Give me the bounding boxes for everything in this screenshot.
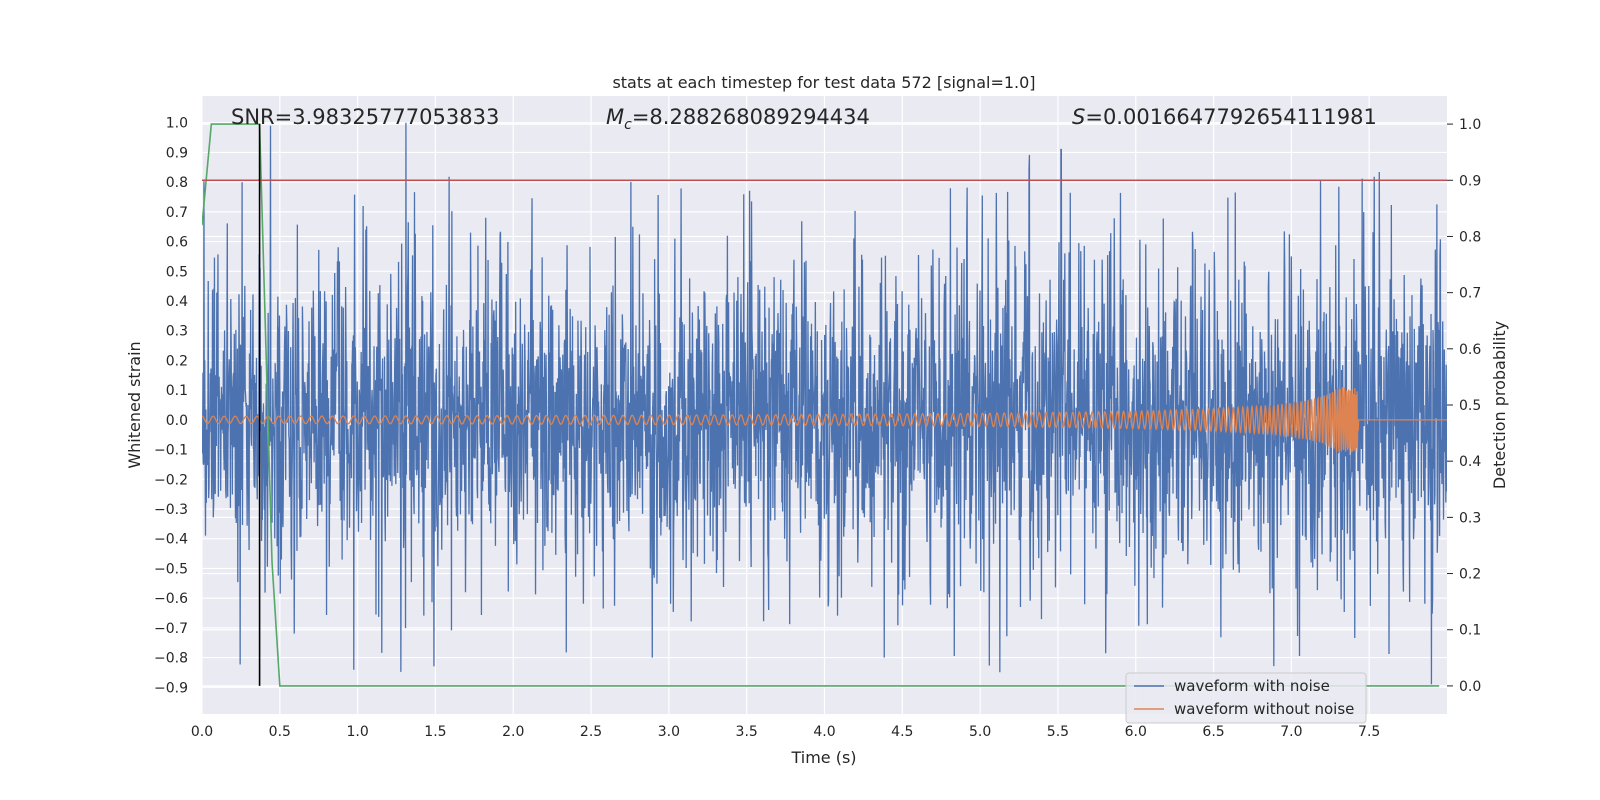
left-y-tick-label: 0.8 [166, 175, 188, 191]
x-tick-label: 2.5 [580, 724, 602, 740]
legend: waveform with noise waveform without noi… [1125, 672, 1367, 724]
x-tick-label: 1.5 [424, 724, 446, 740]
right-y-tick-label: 0.5 [1459, 398, 1481, 414]
left-y-tick-label: −0.9 [154, 680, 188, 696]
left-y-tick-label: 0.0 [166, 413, 188, 429]
x-tick-label: 4.0 [813, 724, 835, 740]
left-y-tick-label: 0.6 [166, 235, 188, 251]
s-value: =0.0016647792654111981 [1085, 105, 1377, 129]
x-tick-label: 7.0 [1280, 724, 1302, 740]
legend-label-clean: waveform without noise [1174, 700, 1354, 718]
right-y-tick-label: 1.0 [1459, 117, 1481, 133]
left-y-tick-label: 1.0 [166, 116, 188, 132]
legend-box [1125, 672, 1367, 724]
x-tick-label: 1.0 [346, 724, 368, 740]
x-tick-label: 5.0 [969, 724, 991, 740]
chirp-mass-subscript: c [624, 117, 632, 133]
left-y-tick-label: 0.7 [166, 205, 188, 221]
left-y-tick-label: 0.4 [166, 294, 188, 310]
left-y-axis-label: Whitened strain [125, 341, 144, 468]
left-y-tick-label: 0.5 [166, 264, 188, 280]
left-y-tick-label: 0.2 [166, 353, 188, 369]
left-y-tick-label: 0.3 [166, 324, 188, 340]
left-y-axis-ticks: −0.9 −0.8 −0.7 −0.6 −0.5 −0.4 −0.3 −0.2 −0.1 0.0 0… [154, 116, 188, 697]
chirp-mass-value: =8.288268089294434 [632, 105, 870, 129]
left-y-tick-label: −0.1 [154, 443, 188, 459]
right-y-tick-label: 0.2 [1459, 567, 1481, 583]
series-waveform-without-noise [202, 387, 1447, 453]
series-detection-probability [202, 123, 1440, 687]
x-axis-ticks: 0.0 0.5 1.0 1.5 2.0 2.5 3.0 3.5 4.0 4.5 5.0 5.5 6.0 6… [191, 724, 1380, 740]
x-tick-label: 0.5 [269, 724, 291, 740]
x-tick-label: 2.0 [502, 724, 524, 740]
right-y-tick-label: 0.7 [1459, 286, 1481, 302]
right-y-axis-label: Detection probability [1490, 321, 1509, 489]
chart-title: stats at each timestep for test data 572… [612, 73, 1035, 92]
s-symbol: S [1072, 105, 1085, 129]
left-y-tick-label: −0.5 [154, 561, 188, 577]
right-y-tick-label: 0.3 [1459, 510, 1481, 526]
snr-annotation: SNR=3.98325777053833 [231, 105, 499, 129]
left-y-tick-label: −0.6 [154, 591, 188, 607]
left-y-tick-label: −0.7 [154, 621, 188, 637]
left-y-tick-label: −0.4 [154, 532, 188, 548]
left-y-tick-label: −0.2 [154, 472, 188, 488]
legend-label-noisy: waveform with noise [1174, 677, 1330, 695]
chirp-mass-annotation: Mc=8.288268089294434 [606, 105, 870, 133]
s-annotation: S=0.0016647792654111981 [1072, 105, 1377, 129]
left-y-tick-label: −0.3 [154, 502, 188, 518]
x-axis-label: Time (s) [790, 748, 856, 767]
x-tick-label: 5.5 [1047, 724, 1069, 740]
series-waveform-with-noise [202, 122, 1447, 685]
right-y-tick-label: 0.8 [1459, 229, 1481, 245]
chirp-mass-symbol: M [606, 105, 624, 129]
x-tick-label: 4.5 [891, 724, 913, 740]
x-tick-label: 6.5 [1202, 724, 1224, 740]
left-y-tick-label: 0.9 [166, 145, 188, 161]
left-y-tick-label: −0.8 [154, 651, 188, 667]
left-y-tick-label: 0.1 [166, 383, 188, 399]
right-y-tick-label: 0.9 [1459, 173, 1481, 189]
x-tick-label: 0.0 [191, 724, 213, 740]
x-tick-label: 3.5 [736, 724, 758, 740]
right-y-tick-label: 0.0 [1459, 679, 1481, 695]
right-y-tick-label: 0.1 [1459, 623, 1481, 639]
right-y-tick-label: 0.4 [1459, 454, 1481, 470]
right-y-axis-ticks: 0.0 0.1 0.2 0.3 0.4 0.5 0.6 0.7 0.8 0.9 1.0 [1447, 117, 1481, 695]
x-tick-label: 7.5 [1358, 724, 1380, 740]
x-tick-label: 6.0 [1125, 724, 1147, 740]
right-y-tick-label: 0.6 [1459, 342, 1481, 358]
x-tick-label: 3.0 [658, 724, 680, 740]
